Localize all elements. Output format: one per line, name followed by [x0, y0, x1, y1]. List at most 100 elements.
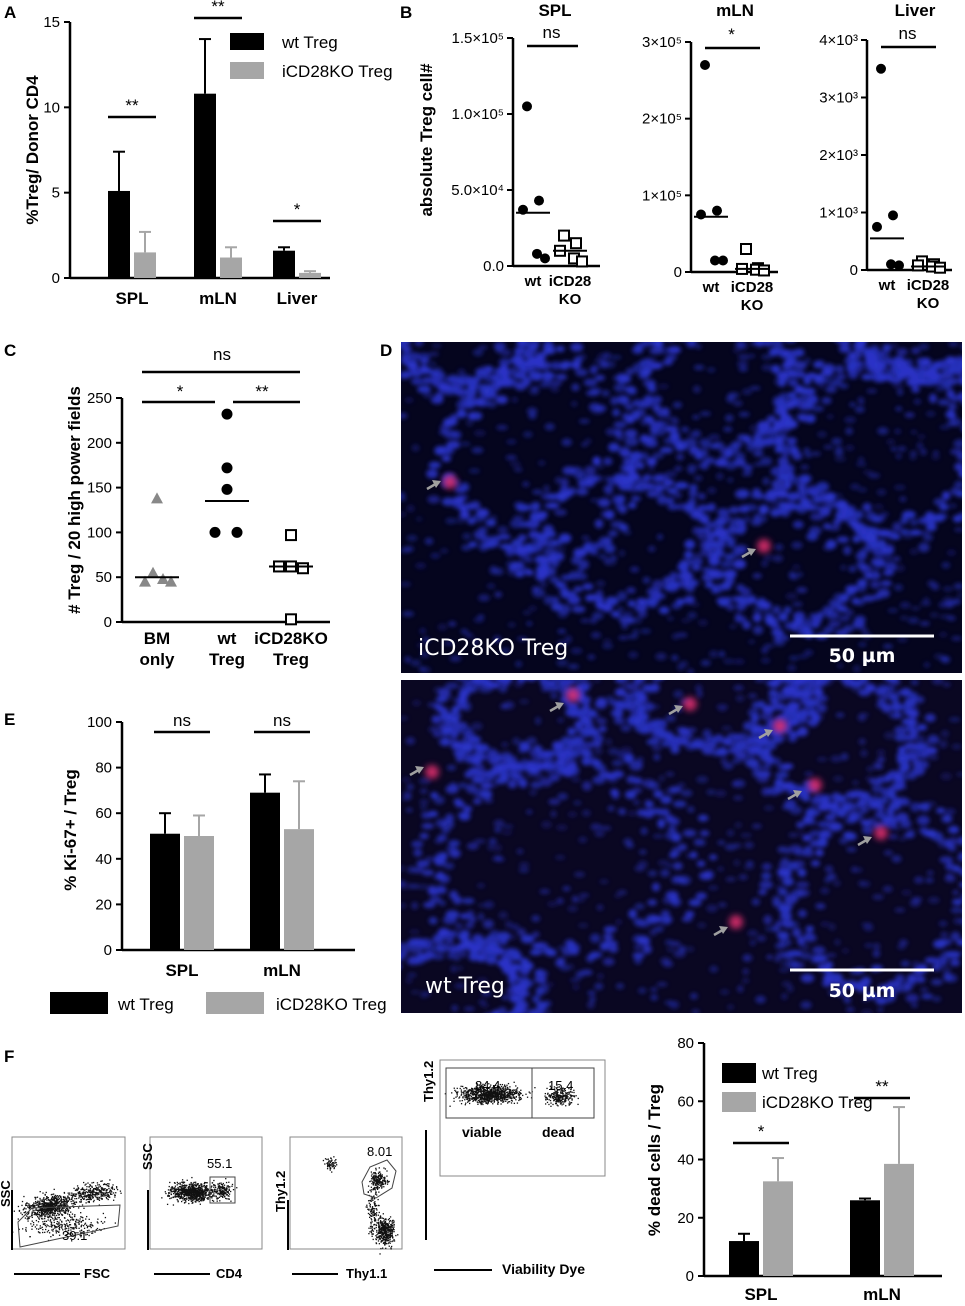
event-dot — [96, 1194, 98, 1196]
nucleus — [621, 374, 631, 382]
nucleus — [794, 848, 807, 856]
nucleus — [798, 474, 812, 483]
event-dot — [78, 1195, 80, 1197]
nucleus — [646, 738, 660, 746]
nucleus — [520, 990, 531, 997]
event-dot — [66, 1207, 69, 1209]
nucleus — [789, 574, 799, 580]
nucleus — [816, 694, 828, 703]
event-dot — [77, 1207, 80, 1209]
nucleus — [666, 616, 675, 621]
nucleus — [431, 715, 442, 724]
event-dot — [89, 1187, 92, 1190]
event-dot — [52, 1208, 55, 1211]
event-dot — [75, 1193, 77, 1196]
nucleus — [865, 302, 875, 309]
event-dot — [111, 1187, 114, 1189]
nucleus — [551, 602, 563, 612]
nucleus — [471, 447, 484, 454]
nucleus — [487, 284, 500, 292]
event-dot — [53, 1188, 55, 1191]
event-dot — [64, 1200, 66, 1203]
nucleus — [949, 300, 963, 306]
event-dot — [43, 1210, 45, 1212]
nucleus — [491, 295, 501, 301]
event-dot — [60, 1197, 62, 1199]
event-dot — [17, 1218, 19, 1220]
nucleus — [618, 549, 626, 557]
nucleus — [810, 489, 825, 498]
event-dot — [109, 1196, 111, 1198]
nucleus — [874, 764, 884, 770]
nucleus — [539, 984, 550, 994]
nucleus — [678, 727, 690, 736]
nucleus — [580, 618, 591, 623]
event-dot — [100, 1197, 103, 1200]
nucleus — [891, 701, 902, 712]
nucleus — [714, 517, 727, 527]
nucleus — [951, 743, 962, 750]
nucleus — [784, 799, 797, 810]
bar-wt — [108, 190, 130, 278]
event-dot — [108, 1196, 110, 1198]
event-dot — [85, 1234, 87, 1236]
event-dot — [61, 1214, 63, 1217]
event-dot — [83, 1195, 85, 1198]
nucleus — [837, 663, 844, 669]
event-dot — [47, 1202, 49, 1204]
nucleus — [479, 1022, 488, 1029]
event-dot — [68, 1227, 70, 1229]
nucleus — [655, 326, 663, 335]
nucleus — [669, 346, 681, 354]
nucleus — [792, 927, 802, 938]
nucleus — [571, 895, 579, 903]
nucleus — [689, 992, 698, 1000]
event-dot — [89, 1189, 92, 1191]
event-dot — [79, 1193, 81, 1195]
event-dot — [55, 1229, 57, 1231]
nucleus — [721, 725, 732, 731]
nucleus — [810, 954, 820, 964]
event-dot — [47, 1225, 49, 1227]
nucleus — [961, 400, 962, 404]
nucleus — [438, 722, 452, 732]
nucleus — [431, 300, 442, 309]
nucleus — [778, 905, 792, 913]
nucleus — [888, 712, 903, 719]
nucleus — [696, 860, 706, 867]
nucleus — [872, 514, 886, 522]
nucleus — [578, 680, 588, 682]
nucleus — [849, 323, 862, 330]
nucleus — [620, 724, 632, 732]
event-dot — [40, 1218, 43, 1220]
nucleus — [931, 582, 940, 591]
nucleus — [685, 584, 695, 593]
event-dot — [103, 1193, 105, 1195]
event-dot — [53, 1205, 55, 1207]
event-dot — [43, 1199, 45, 1201]
event-dot — [68, 1224, 71, 1226]
nucleus — [409, 310, 419, 317]
nucleus — [728, 747, 741, 754]
nucleus — [698, 619, 708, 627]
event-dot — [67, 1195, 69, 1197]
data-point-wt — [894, 260, 904, 271]
nucleus — [697, 327, 710, 333]
nucleus — [852, 308, 863, 314]
nucleus — [649, 424, 659, 435]
nucleus — [468, 767, 479, 774]
nucleus — [818, 505, 832, 514]
data-point-wt — [872, 221, 882, 232]
nucleus — [417, 884, 429, 890]
event-dot — [64, 1211, 67, 1213]
nucleus — [874, 810, 886, 819]
nucleus — [510, 953, 521, 961]
nucleus — [434, 391, 444, 401]
nucleus — [478, 345, 488, 350]
event-dot — [110, 1193, 112, 1195]
event-dot — [88, 1195, 90, 1198]
event-dot — [73, 1194, 75, 1197]
nucleus — [671, 817, 680, 826]
nucleus — [486, 290, 497, 297]
event-dot — [58, 1207, 60, 1210]
